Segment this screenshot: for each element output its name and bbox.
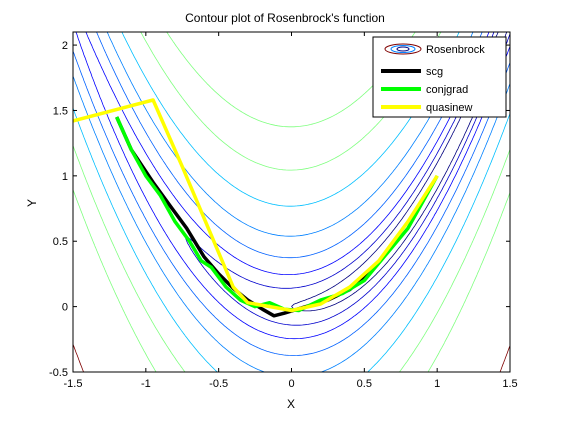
y-tick-label: 0.5 (53, 236, 68, 248)
y-tick-label: 0 (62, 302, 68, 314)
x-tick-label: 1.5 (502, 378, 517, 390)
y-tick-label: -0.5 (49, 367, 68, 379)
x-axis-label: X (287, 397, 295, 411)
x-tick-label: -1 (141, 378, 151, 390)
x-tick-label: -0.5 (209, 378, 228, 390)
y-tick-label: 2 (62, 40, 68, 52)
legend-label-quasinew: quasinew (426, 102, 473, 114)
legend-label-rosenbrock: Rosenbrock (426, 44, 485, 56)
y-tick-label: 1 (62, 171, 68, 183)
chart-title: Contour plot of Rosenbrock's function (185, 11, 385, 25)
legend-label-scg: scg (426, 66, 443, 78)
x-tick-label: 1 (434, 378, 440, 390)
x-tick-label: 0.5 (357, 378, 372, 390)
y-axis-label: Y (25, 199, 39, 207)
legend-label-conjgrad: conjgrad (426, 84, 468, 96)
y-tick-label: 1.5 (53, 105, 68, 117)
x-tick-label: -1.5 (64, 378, 83, 390)
x-tick-label: 0 (288, 378, 294, 390)
legend: Rosenbrock scg conjgrad quasinew (373, 37, 506, 117)
